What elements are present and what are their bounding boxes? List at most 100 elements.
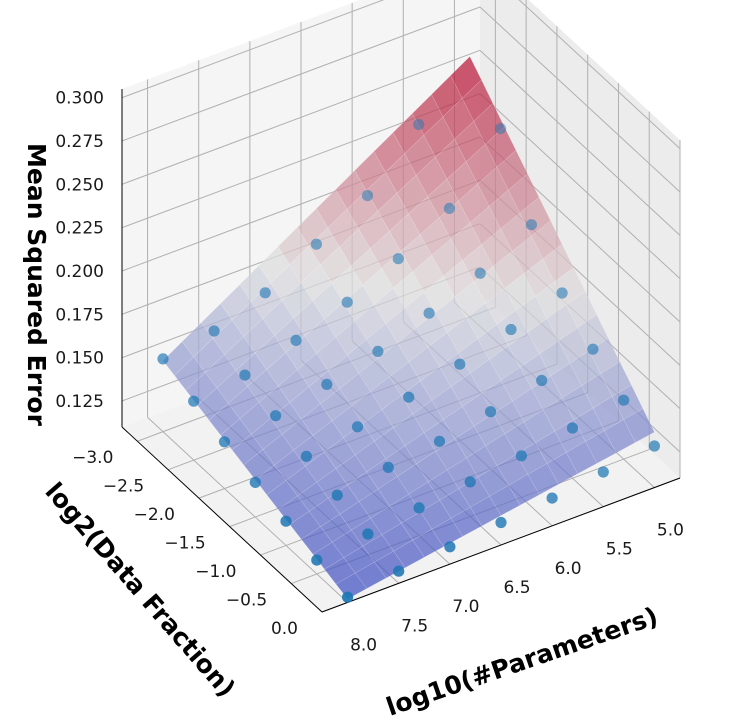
data-point	[495, 516, 507, 529]
z-tick-label: 0.175	[55, 305, 104, 325]
grid-line-z-side	[518, 0, 681, 150]
surface-patch	[473, 102, 505, 145]
data-point	[208, 325, 220, 337]
surface-patch	[442, 406, 475, 440]
data-point	[495, 123, 507, 135]
z-tick-label: 0.200	[55, 262, 104, 282]
surface-patch	[481, 379, 513, 415]
surface-patch	[239, 401, 271, 435]
data-point	[433, 435, 446, 447]
surface-patch	[335, 572, 368, 600]
data-point	[321, 378, 333, 390]
x-tick-label: 7.5	[401, 616, 428, 636]
data-point	[546, 492, 558, 504]
data-point	[556, 287, 568, 299]
surface-patch	[454, 425, 487, 459]
data-point	[157, 353, 169, 365]
data-point	[515, 450, 528, 462]
data-point	[587, 343, 599, 355]
surface-patch	[469, 495, 502, 527]
y-tick-label: −0.5	[226, 591, 267, 611]
y-axis-line	[121, 426, 323, 613]
x-tick-label: 5.0	[657, 521, 684, 541]
surface-patch	[400, 234, 432, 273]
y-tick-label: −2.5	[103, 477, 144, 497]
surface-patch	[285, 465, 318, 497]
y-tick-label: −2.0	[134, 505, 175, 525]
surface-patch	[335, 320, 367, 356]
data-point	[310, 238, 322, 250]
surface-patch	[304, 451, 337, 483]
surface-patch	[370, 505, 402, 536]
side-pane	[480, 0, 680, 478]
surface-patch	[319, 246, 352, 284]
x-tick-label: 6.0	[555, 559, 582, 579]
surface-patch	[500, 212, 532, 252]
data-point	[525, 219, 538, 231]
surface-patch	[431, 238, 463, 277]
surface-patch	[197, 387, 229, 421]
data-point	[648, 440, 661, 452]
z-tick-label: 0.225	[55, 219, 104, 239]
surface-patch	[435, 296, 467, 334]
data-point	[372, 345, 384, 357]
surface-patch	[327, 208, 359, 248]
data-point	[188, 395, 200, 407]
data-point	[331, 489, 343, 501]
y-tick-label: −1.0	[195, 562, 236, 582]
data-point	[536, 374, 548, 387]
data-point	[485, 406, 497, 418]
surface-patch	[358, 488, 391, 519]
surface-patch	[488, 345, 521, 381]
data-point	[351, 421, 364, 433]
data-point	[474, 267, 486, 279]
surface-patch	[423, 275, 456, 313]
data-point	[361, 190, 374, 202]
surface-patch	[450, 506, 483, 537]
z-tick-label: 0.150	[55, 349, 104, 369]
data-point	[597, 466, 609, 478]
data-point	[423, 307, 435, 319]
data-point	[239, 369, 251, 381]
data-point	[300, 450, 312, 462]
surface-patch	[358, 357, 390, 392]
y-tick-label: −1.5	[164, 534, 205, 554]
x-tick-label: 7.0	[452, 597, 479, 617]
x-axis-line	[321, 477, 681, 613]
surface-patch	[419, 366, 452, 401]
data-point	[566, 422, 579, 434]
surface-patch	[300, 403, 333, 437]
surface-patch	[396, 327, 429, 363]
surface-patch	[489, 484, 521, 516]
data-point	[342, 591, 354, 603]
surface-patch	[377, 342, 410, 378]
z-tick-label: 0.275	[55, 132, 104, 152]
surface-patch	[404, 432, 437, 465]
x-tick-label: 6.5	[503, 578, 530, 598]
surface-patch	[277, 369, 310, 404]
surface-patch	[392, 113, 425, 155]
data-point	[618, 394, 630, 406]
surface-patch	[465, 143, 498, 185]
surface-patch	[181, 322, 214, 358]
x-tick-label: 5.5	[606, 540, 633, 560]
surface-patch	[389, 493, 421, 524]
surface-patch	[373, 287, 406, 325]
surface-patch	[488, 189, 521, 230]
data-point	[362, 528, 374, 540]
data-point	[464, 476, 476, 488]
surface-patch	[527, 463, 559, 496]
tick-labels: 5.0 5.5 6.0 6.5 7.0 7.5 8.0 −3.0 −2.5 −2.0 −1.5 −1.…	[55, 89, 684, 656]
z-axis-label: Mean Squared Error	[22, 143, 51, 427]
data-point	[413, 502, 425, 514]
data-point	[259, 287, 271, 299]
grid-line-z-back	[121, 49, 481, 185]
surface-patch	[343, 284, 375, 322]
grid-line-z-back	[121, 6, 481, 142]
surface-patch	[492, 400, 525, 435]
grid-line-z-side	[479, 93, 681, 280]
grid-line-z-side	[479, 49, 681, 236]
surface-patch	[439, 488, 471, 519]
surface-patch	[600, 361, 632, 398]
